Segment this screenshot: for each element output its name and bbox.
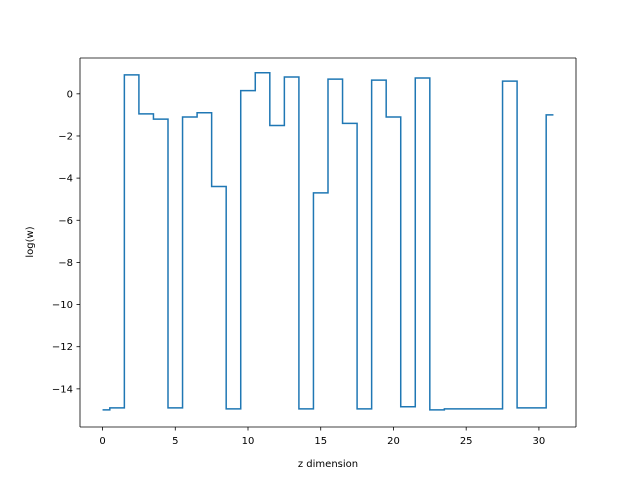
y-tick-label: −2 [58, 131, 73, 142]
y-tick-label: −6 [58, 216, 73, 227]
x-tick-label: 20 [387, 436, 400, 447]
y-axis-label: log(w) [25, 226, 36, 257]
x-axis-ticks: 0 5 10 15 20 25 30 [99, 427, 545, 447]
y-tick-label: −10 [52, 300, 73, 311]
series-step-line [102, 72, 554, 411]
x-tick-label: 15 [314, 436, 327, 447]
series-layer [102, 72, 554, 411]
x-tick-label: 10 [242, 436, 255, 447]
y-axis-ticks: 0 −2 −4 −6 −8 −10 −12 −14 [52, 89, 80, 395]
x-tick-label: 25 [460, 436, 473, 447]
x-axis-label: z dimension [298, 459, 358, 470]
y-tick-label: −8 [58, 258, 73, 269]
axes-frame [79, 57, 577, 428]
y-tick-label: 0 [67, 89, 73, 100]
y-tick-label: −14 [52, 384, 73, 395]
x-tick-label: 5 [172, 436, 178, 447]
x-tick-label: 0 [99, 436, 105, 447]
y-tick-label: −4 [58, 174, 73, 185]
y-tick-label: −12 [52, 342, 73, 353]
x-tick-label: 30 [533, 436, 546, 447]
